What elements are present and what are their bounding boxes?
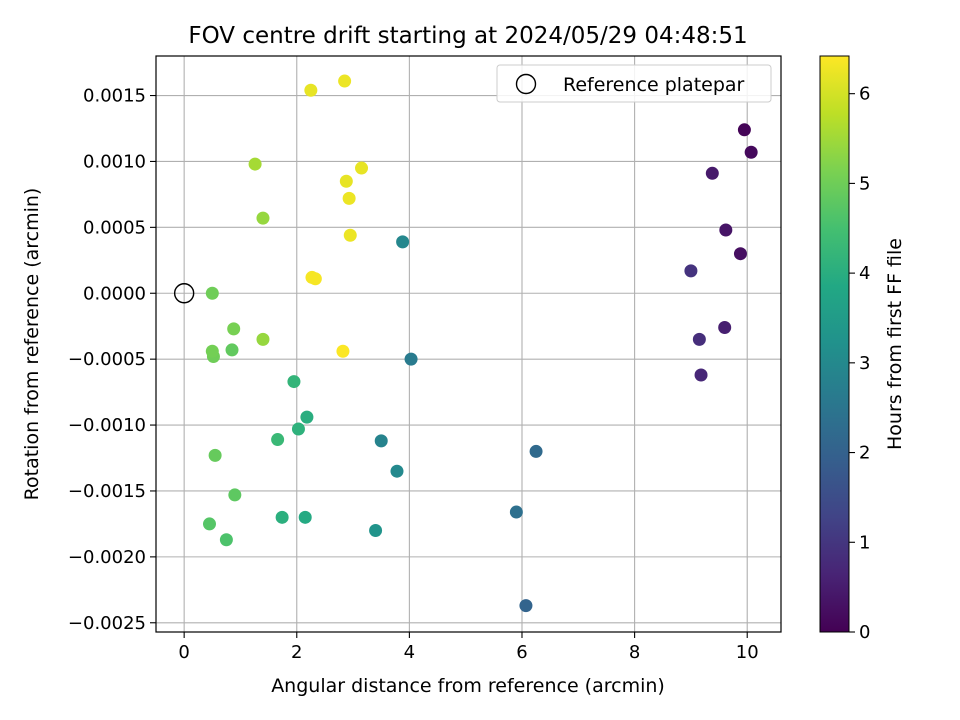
data-point (225, 343, 239, 357)
colorbar-tick-label: 2 (859, 443, 870, 464)
x-ticks: 0 2 4 6 8 10 (178, 632, 759, 663)
y-tick-label: 0.0005 (83, 217, 146, 238)
data-point (529, 444, 543, 458)
colorbar-tick-label: 5 (859, 173, 870, 194)
data-point (733, 247, 747, 261)
data-point (692, 332, 706, 346)
data-point (287, 375, 301, 389)
data-point (374, 434, 388, 448)
x-tick-label: 0 (178, 642, 189, 663)
data-point (369, 524, 383, 538)
colorbar-label: Hours from first FF file (884, 238, 906, 450)
data-point (509, 505, 523, 519)
colorbar-tick-label: 6 (859, 84, 870, 105)
x-tick-label: 8 (629, 642, 640, 663)
data-point (291, 422, 305, 436)
data-point (228, 488, 242, 502)
data-point (298, 510, 312, 524)
data-point (339, 174, 353, 188)
y-tick-label: −0.0010 (68, 415, 146, 436)
data-point (694, 368, 708, 382)
colorbar: 0 1 2 3 4 5 6 Hours from first FF file (819, 55, 906, 643)
y-tick-label: −0.0020 (68, 547, 146, 568)
data-point (737, 123, 751, 137)
x-tick-label: 10 (736, 642, 759, 663)
y-axis-label: Rotation from reference (arcmin) (21, 188, 43, 501)
data-point (684, 264, 698, 278)
x-tick-label: 6 (516, 642, 527, 663)
x-tick-label: 4 (404, 642, 415, 663)
colorbar-tick-label: 1 (859, 532, 870, 553)
data-point (519, 599, 533, 613)
y-tick-label: −0.0015 (68, 481, 146, 502)
colorbar-gradient (819, 55, 850, 633)
data-point (404, 352, 418, 366)
y-tick-label: 0.0000 (83, 283, 146, 304)
legend-box (496, 64, 772, 103)
colorbar-tick-label: 4 (859, 263, 870, 284)
plot-frame (155, 55, 782, 633)
data-point (355, 161, 369, 175)
colorbar-tick-label: 3 (859, 353, 870, 374)
data-point (205, 344, 219, 358)
data-point (390, 464, 404, 478)
data-point (202, 517, 216, 531)
reference-layer (173, 283, 195, 304)
x-axis-label: Angular distance from reference (arcmin) (271, 675, 665, 697)
data-point (275, 510, 289, 524)
data-point (271, 433, 285, 447)
data-point (338, 74, 352, 88)
data-point (336, 344, 350, 358)
data-point (718, 321, 732, 335)
data-point (705, 166, 719, 180)
data-point (343, 228, 357, 242)
data-point (248, 157, 262, 171)
data-point (342, 191, 356, 205)
data-point (208, 448, 222, 462)
data-point (396, 235, 410, 249)
y-tick-label: −0.0005 (68, 349, 146, 370)
y-tick-label: −0.0025 (68, 613, 146, 634)
data-point (300, 410, 314, 424)
data-point (205, 286, 219, 300)
colorbar-tick-label: 0 (859, 622, 870, 643)
data-point (304, 83, 318, 97)
y-tick-label: 0.0015 (83, 86, 146, 107)
legend-reference-marker (515, 73, 537, 95)
colorbar-ticks: 0 1 2 3 4 5 6 (849, 84, 870, 643)
reference-point-marker (173, 283, 195, 304)
data-point (256, 211, 270, 225)
x-tick-label: 2 (291, 642, 302, 663)
y-ticks: 0.0015 0.0010 0.0005 0.0000 −0.0005 −0.0010 −0… (68, 86, 156, 634)
data-point (744, 145, 758, 159)
data-point (219, 533, 233, 547)
grid-layer (156, 56, 781, 632)
legend-entry-label: Reference platepar (563, 74, 745, 96)
points-layer (202, 74, 758, 613)
chart-title: FOV centre drift starting at 2024/05/29 … (188, 23, 747, 49)
legend: Reference platepar (496, 64, 772, 103)
data-point (256, 332, 270, 346)
data-point (719, 223, 733, 237)
data-point (227, 322, 241, 336)
y-tick-label: 0.0010 (83, 151, 146, 172)
data-point (308, 272, 322, 286)
